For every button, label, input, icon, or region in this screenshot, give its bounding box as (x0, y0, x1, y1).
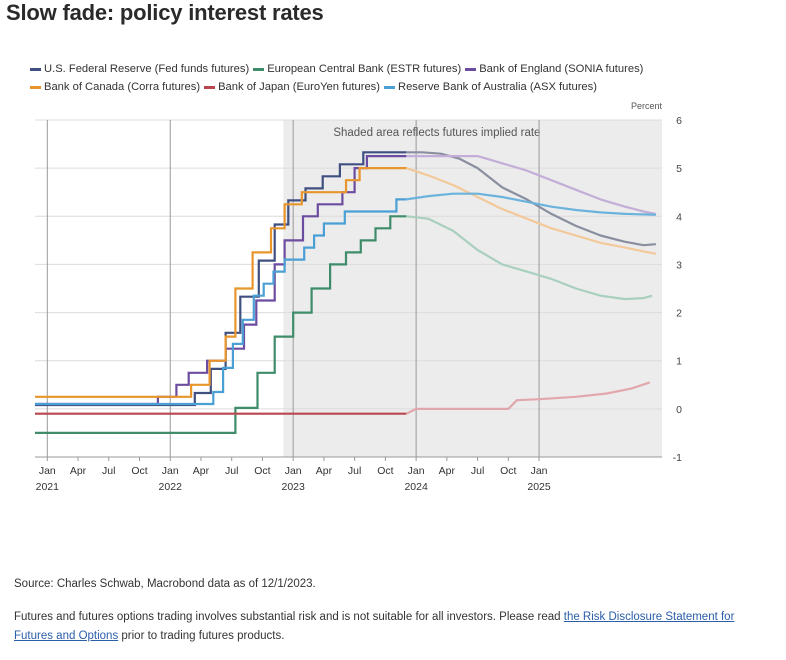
chart-plot: Shaded area reflects futures implied rat… (35, 101, 682, 493)
y-tick-label: 5 (676, 163, 682, 175)
legend-item-boc: Bank of Canada (Corra futures) (30, 81, 200, 93)
series-futures-line-2 (406, 155, 657, 215)
risk-disclosure-link[interactable]: the Risk Disclosure Statement for Future… (14, 611, 735, 642)
x-tick-label: Jul (471, 465, 484, 477)
series-line-1 (35, 215, 407, 434)
x-tick-label: Jan (531, 465, 548, 477)
x-tick-label: Jul (102, 465, 115, 477)
x-tick-label: Apr (193, 465, 210, 477)
x-tick-label: Jan (162, 465, 179, 477)
legend-label-boj: Bank of Japan (EuroYen futures) (218, 81, 380, 93)
source-note: Source: Charles Schwab, Macrobond data a… (14, 578, 316, 590)
y-tick-label: 3 (676, 259, 682, 271)
x-tick-label: Oct (500, 465, 516, 477)
series-line-0 (35, 151, 407, 407)
legend-item-boe: Bank of England (SONIA futures) (465, 63, 643, 75)
x-tick-label: Jul (348, 465, 361, 477)
x-tick-label: Apr (439, 465, 456, 477)
x-tick-label: Jan (285, 465, 302, 477)
disclaimer: Futures and futures options trading invo… (14, 608, 776, 646)
legend-label-ecb: European Central Bank (ESTR futures) (267, 63, 462, 75)
x-year-label: 2024 (404, 481, 428, 493)
legend-swatch-boc (30, 85, 41, 89)
legend-label-rba: Reserve Bank of Australia (ASX futures) (398, 81, 597, 93)
chart-legend: U.S. Federal Reserve (Fed funds futures)… (30, 60, 730, 96)
series-line-3 (35, 167, 407, 398)
disclaimer-text: Futures and futures options trading invo… (14, 611, 564, 623)
series-futures-line-4 (405, 381, 651, 415)
legend-label-fed: U.S. Federal Reserve (Fed funds futures) (44, 63, 250, 75)
series-line-5 (35, 198, 407, 406)
shaded-region-label: Shaded area reflects futures implied rat… (333, 127, 540, 139)
x-tick-label: Oct (254, 465, 270, 477)
legend-item-boj: Bank of Japan (EuroYen futures) (204, 81, 380, 93)
y-tick-label: 2 (676, 308, 682, 320)
x-year-label: 2023 (281, 481, 305, 493)
x-tick-label: Apr (316, 465, 333, 477)
x-tick-label: Apr (70, 465, 87, 477)
series-futures-line-3 (405, 167, 657, 255)
legend-swatch-boe (465, 67, 477, 71)
disclaimer-text-end: prior to trading futures products. (118, 630, 285, 642)
legend-label-boc: Bank of Canada (Corra futures) (44, 81, 201, 93)
legend-row-2: Bank of Canada (Corra futures) Bank of J… (30, 78, 730, 96)
x-tick-label: Oct (131, 465, 147, 477)
shaded-futures-region (283, 120, 662, 457)
legend-row-1: U.S. Federal Reserve (Fed funds futures)… (30, 60, 730, 78)
x-tick-label: Jan (39, 465, 56, 477)
x-year-label: 2025 (527, 481, 551, 493)
series-futures-line-5 (406, 192, 656, 216)
x-year-label: 2021 (36, 481, 60, 493)
y-tick-label: 0 (676, 404, 682, 416)
y-axis-label: Percent (631, 101, 663, 111)
y-tick-label: 4 (676, 211, 682, 223)
legend-swatch-ecb (253, 67, 265, 71)
chart-title: Slow fade: policy interest rates (6, 0, 324, 25)
legend-item-rba: Reserve Bank of Australia (ASX futures) (384, 81, 597, 93)
x-year-label: 2022 (159, 481, 183, 493)
x-tick-label: Jul (225, 465, 238, 477)
series-futures-line-0 (406, 151, 656, 247)
y-tick-label: -1 (673, 452, 682, 464)
x-tick-label: Jan (408, 465, 425, 477)
x-tick-label: Oct (377, 465, 393, 477)
legend-swatch-rba (384, 85, 395, 89)
legend-swatch-boj (204, 85, 216, 89)
y-tick-label: 6 (676, 115, 682, 127)
legend-label-boe: Bank of England (SONIA futures) (479, 63, 644, 75)
y-tick-label: 1 (676, 356, 682, 368)
series-futures-line-1 (406, 215, 653, 301)
legend-item-fed: U.S. Federal Reserve (Fed funds futures) (30, 63, 249, 75)
legend-item-ecb: European Central Bank (ESTR futures) (253, 63, 461, 75)
legend-swatch-fed (30, 67, 41, 71)
